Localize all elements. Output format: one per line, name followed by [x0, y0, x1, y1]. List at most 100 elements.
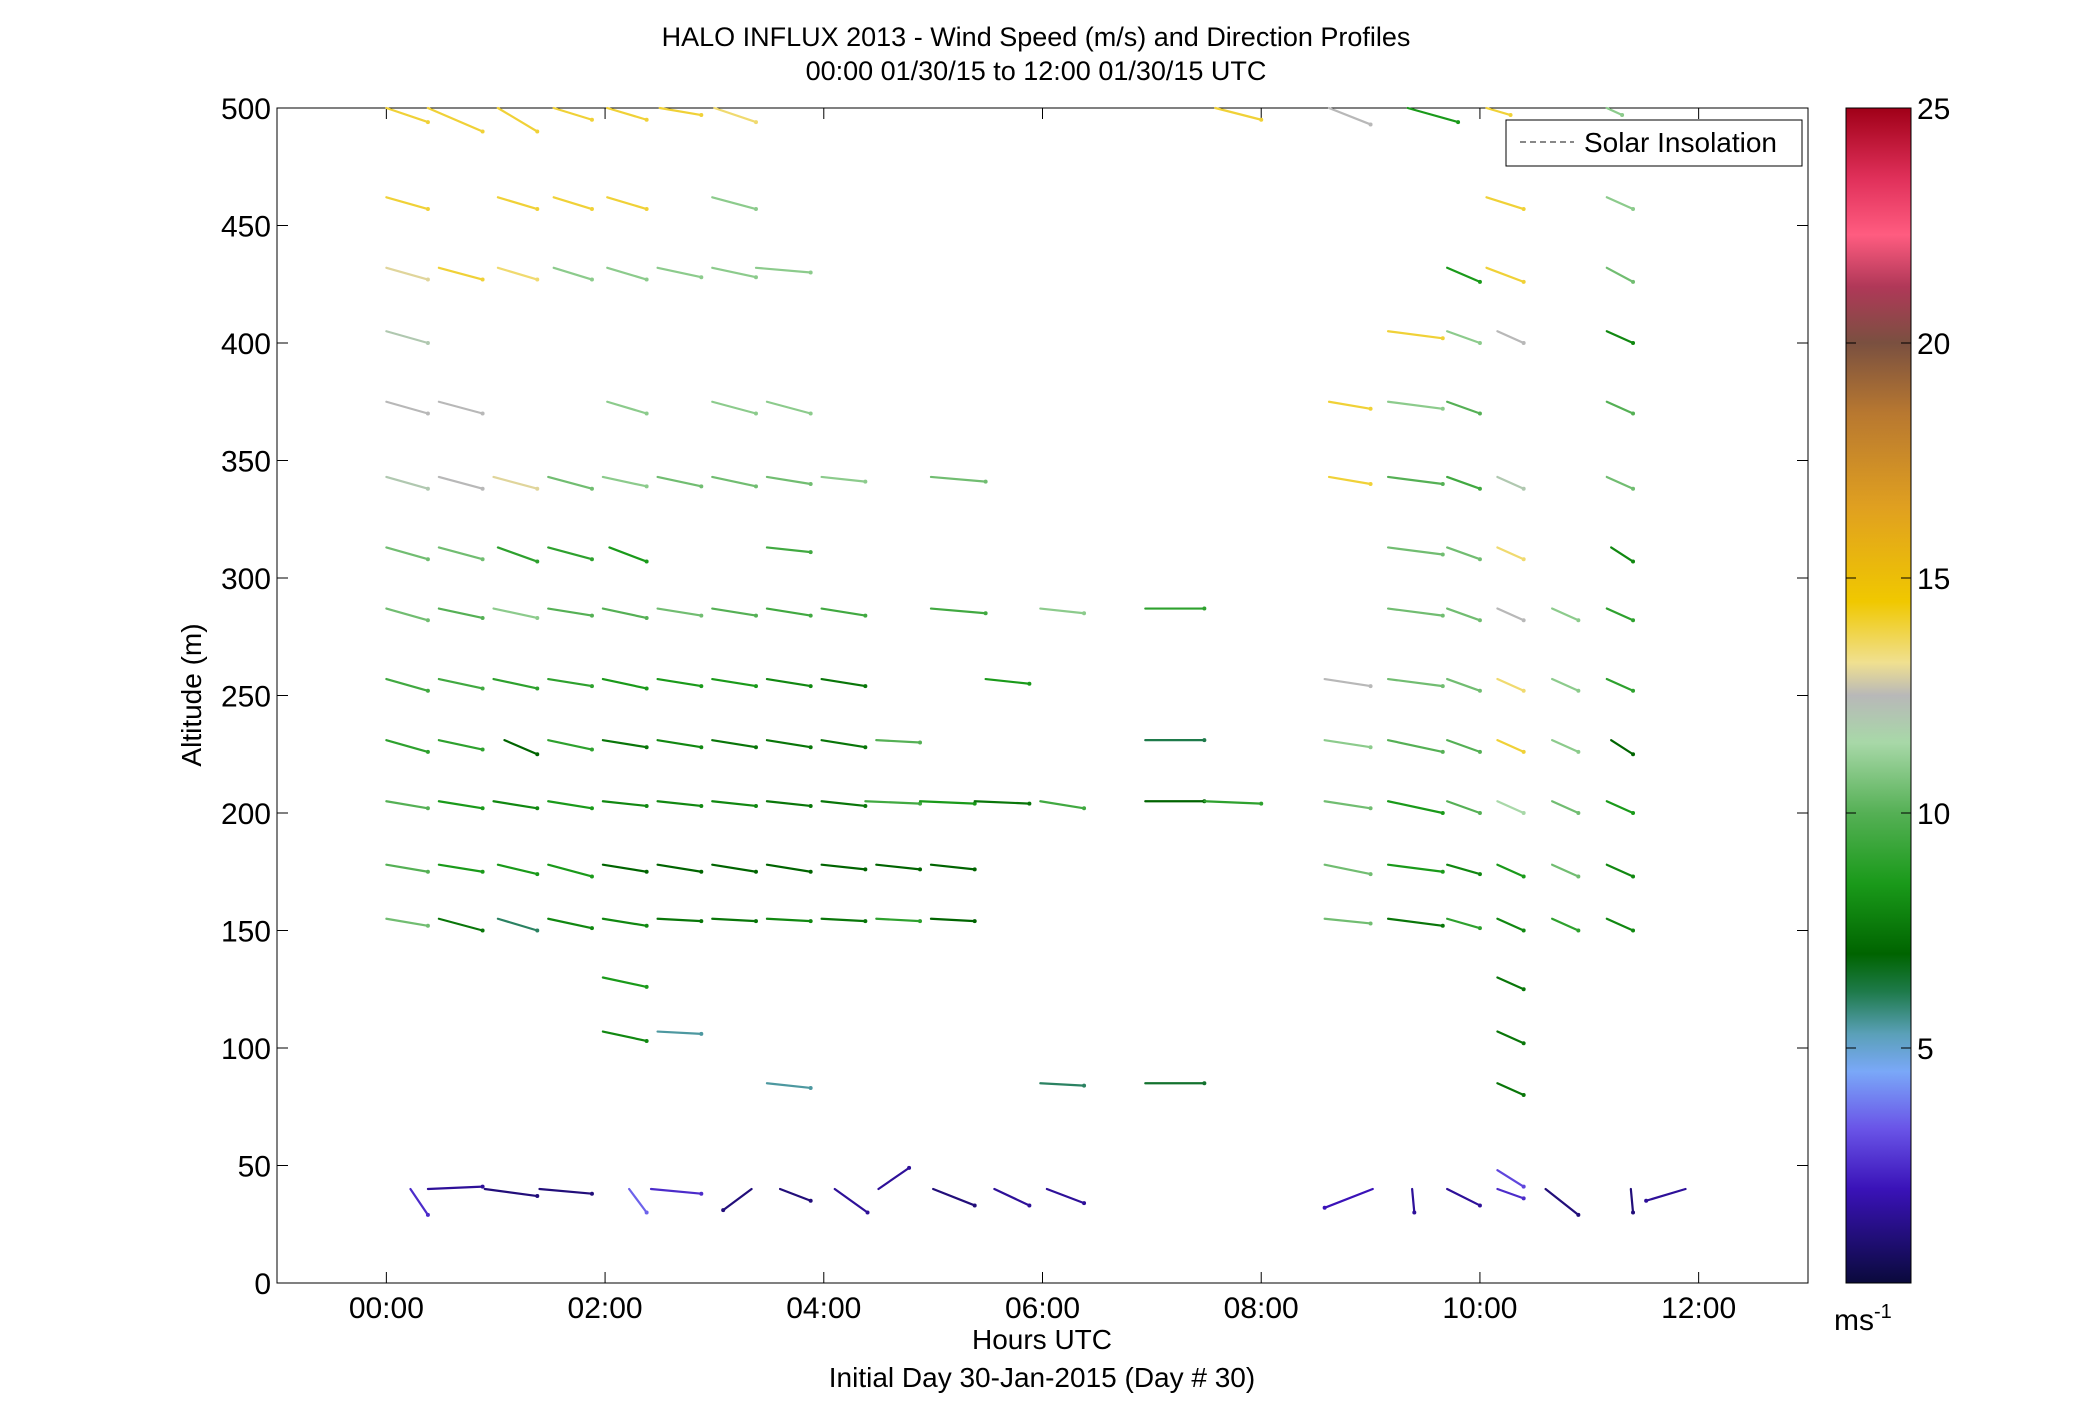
wind-vector: [1386, 917, 1444, 927]
colorbar-ticks: 5 10 15 20 25: [1846, 93, 1950, 1066]
wind-vector-head: [1631, 486, 1636, 491]
wind-vector: [656, 266, 703, 279]
wind-vector: [875, 739, 922, 744]
wind-vector-head: [1082, 1201, 1087, 1206]
wind-vector-head: [699, 1031, 704, 1036]
wind-vector: [385, 917, 430, 927]
x-tick-label: 00:00: [349, 1292, 424, 1325]
wind-vector: [483, 1187, 539, 1198]
wind-vector-head: [1259, 801, 1264, 806]
wind-vector-head: [1631, 688, 1636, 693]
wind-vector-head: [808, 684, 813, 689]
wind-vector-head: [1477, 811, 1482, 815]
wind-vector-head: [1440, 811, 1445, 815]
wind-vector: [929, 917, 976, 923]
wind-vector-head: [1576, 811, 1581, 815]
wind-vector: [1446, 739, 1482, 754]
wind-vector-head: [644, 803, 649, 808]
wind-vector: [1203, 800, 1263, 805]
y-tick-label: 350: [221, 446, 271, 479]
wind-vector-head: [972, 1203, 977, 1208]
wind-vector-head: [699, 919, 704, 924]
wind-vector-head: [1368, 482, 1373, 486]
wind-vector-head: [535, 615, 540, 620]
wind-vector: [601, 863, 648, 873]
wind-vector: [1496, 800, 1525, 815]
wind-vector: [1496, 1082, 1525, 1097]
colorbar-unit-exponent: -1: [1874, 1301, 1892, 1323]
wind-vector: [606, 106, 648, 121]
wind-vector: [437, 917, 484, 932]
wind-vector-head: [721, 1208, 726, 1213]
wind-vector-head: [753, 484, 758, 489]
wind-vector: [547, 800, 594, 810]
wind-vector: [656, 863, 703, 873]
wind-vector-head: [1440, 869, 1445, 874]
wind-vector-head: [1027, 1203, 1032, 1208]
wind-vector-head: [808, 1085, 813, 1090]
wind-vector: [1446, 475, 1482, 490]
wind-vector: [496, 917, 539, 932]
wind-vector: [765, 400, 812, 415]
wind-vector: [1446, 266, 1482, 283]
wind-vector: [1496, 607, 1525, 622]
wind-vector: [1039, 800, 1086, 810]
wind-vector-head: [644, 745, 649, 750]
wind-vector-head: [644, 1210, 649, 1215]
wind-vector: [820, 607, 867, 617]
wind-vector: [877, 1166, 911, 1191]
wind-vector: [601, 739, 648, 749]
wind-vector: [1327, 475, 1372, 486]
wind-vector: [1446, 330, 1482, 345]
wind-vector: [649, 1187, 703, 1195]
wind-vector-head: [1440, 482, 1445, 486]
wind-vector: [1496, 330, 1525, 345]
wind-vector-head: [753, 275, 758, 280]
legend: Solar Insolation: [1505, 119, 1803, 167]
wind-vector-head: [699, 684, 704, 689]
wind-vector-head: [535, 872, 540, 877]
wind-vector: [385, 196, 430, 211]
wind-vector-head: [753, 684, 758, 689]
wind-vector: [820, 917, 867, 923]
wind-vector: [864, 800, 922, 805]
wind-vector-head: [535, 207, 540, 212]
wind-vector-head: [1202, 1081, 1207, 1086]
wind-vector: [656, 917, 703, 923]
wind-vector-head: [589, 874, 594, 879]
wind-vector-head: [1631, 559, 1636, 564]
wind-vector-head: [589, 1191, 594, 1196]
wind-vector: [929, 863, 976, 871]
wind-vector: [765, 739, 812, 749]
wind-vector: [1496, 917, 1525, 932]
wind-vector: [918, 800, 976, 805]
wind-vector: [1551, 800, 1580, 815]
wind-vector: [437, 266, 484, 281]
wind-vector-head: [535, 752, 540, 757]
wind-vector-head: [1368, 745, 1373, 750]
wind-vector: [492, 677, 539, 690]
colorbar-unit-base: ms: [1834, 1304, 1874, 1337]
wind-vector: [496, 196, 539, 211]
wind-vector: [1485, 266, 1525, 283]
wind-vector: [601, 677, 648, 690]
y-tick-labels: 0 50 100 150 200 250 300 350 400 450 500: [221, 93, 271, 1301]
colorbar-tick-label: 20: [1917, 328, 1950, 361]
wind-vector: [1610, 546, 1635, 563]
colorbar-tick-label: 25: [1917, 93, 1950, 126]
wind-vector-head: [1631, 411, 1636, 416]
wind-vector: [608, 546, 648, 563]
wind-vector-head: [1202, 738, 1207, 743]
wind-vector-head: [1631, 279, 1636, 284]
wind-vector: [833, 1187, 869, 1214]
wind-vector: [711, 196, 758, 211]
wind-vector-head: [753, 803, 758, 808]
wind-vector: [711, 863, 758, 873]
wind-vector: [1605, 266, 1635, 283]
wind-vector: [656, 739, 703, 749]
wind-vector: [409, 1187, 430, 1216]
wind-vector: [1551, 917, 1580, 932]
wind-vector: [765, 863, 812, 873]
wind-vector: [1605, 330, 1635, 345]
wind-vector-head: [644, 559, 649, 564]
